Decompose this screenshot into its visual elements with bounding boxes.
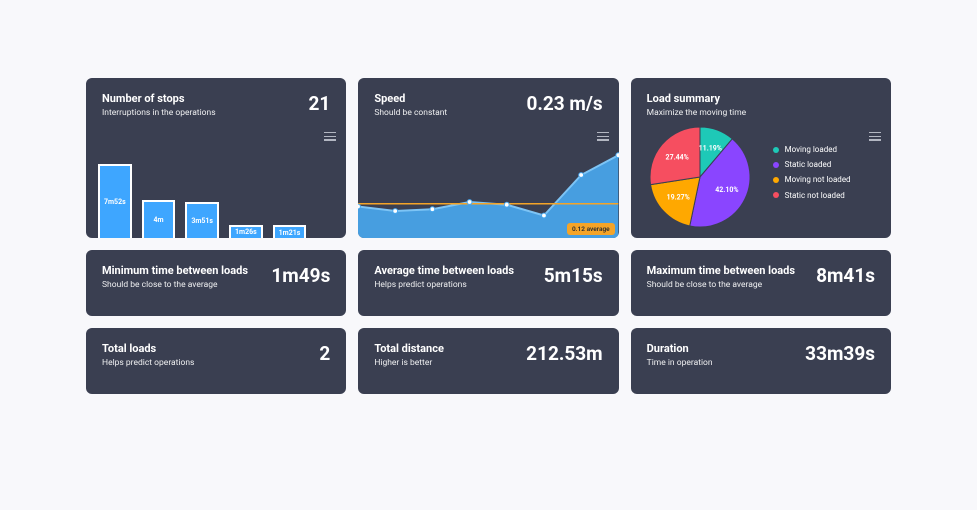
bar: 4m (142, 164, 176, 238)
card-title: Load summary (647, 92, 875, 105)
legend-dot-icon (773, 177, 779, 183)
legend-label: Static loaded (785, 157, 832, 172)
card-title: Average time between loads (374, 264, 535, 277)
legend-dot-icon (773, 162, 779, 168)
card-subtitle: Helps predict operations (374, 280, 535, 290)
card-value: 1m49s (271, 264, 330, 287)
card-titles: Number of stops Interruptions in the ope… (102, 92, 301, 118)
bar: 3m51s (185, 164, 219, 238)
average-badge: 0.12 average (567, 223, 615, 235)
card-title: Total loads (102, 342, 311, 355)
card-titles: Minimum time between loads Should be clo… (102, 264, 263, 290)
bar-label: 1m26s (229, 225, 263, 238)
bar-label: 4m (142, 200, 176, 238)
card-title: Number of stops (102, 92, 301, 105)
card-load-summary: Load summary Maximize the moving time 11… (631, 78, 891, 238)
card-value: 0.23 m/s (526, 92, 602, 115)
card-value: 33m39s (805, 342, 875, 365)
card-header: Minimum time between loads Should be clo… (102, 264, 330, 290)
card-value: 5m15s (544, 264, 603, 287)
legend-label: Moving loaded (785, 142, 837, 157)
legend-item: Moving not loaded (773, 172, 851, 187)
card-header: Duration Time in operation 33m39s (647, 342, 875, 368)
legend-dot-icon (773, 147, 779, 153)
bar-label: 1m21s (273, 225, 307, 238)
card-titles: Speed Should be constant (374, 92, 518, 118)
card-header: Maximum time between loads Should be clo… (647, 264, 875, 290)
card-header: Load summary Maximize the moving time (647, 92, 875, 118)
card-total-loads: Total loads Helps predict operations 2 (86, 328, 346, 394)
legend-label: Moving not loaded (785, 172, 851, 187)
card-avg-time-between-loads: Average time between loads Helps predict… (358, 250, 618, 316)
card-titles: Duration Time in operation (647, 342, 798, 368)
card-titles: Average time between loads Helps predict… (374, 264, 535, 290)
card-value: 2 (319, 342, 330, 365)
card-titles: Maximum time between loads Should be clo… (647, 264, 808, 290)
card-titles: Load summary Maximize the moving time (647, 92, 875, 118)
card-value: 21 (309, 92, 331, 115)
pie-legend: Moving loadedStatic loadedMoving not loa… (773, 142, 851, 203)
card-header: Total distance Higher is better 212.53m (374, 342, 602, 368)
dashboard-grid: Number of stops Interruptions in the ope… (86, 78, 891, 394)
card-title: Speed (374, 92, 518, 105)
card-title: Total distance (374, 342, 518, 355)
bar: 1m21s (273, 164, 307, 238)
card-title: Duration (647, 342, 798, 355)
card-titles: Total loads Helps predict operations (102, 342, 311, 368)
card-value: 212.53m (526, 342, 602, 365)
card-total-distance: Total distance Higher is better 212.53m (358, 328, 618, 394)
hamburger-icon[interactable] (324, 132, 336, 142)
card-subtitle: Helps predict operations (102, 358, 311, 368)
hamburger-icon[interactable] (597, 132, 609, 142)
card-subtitle: Maximize the moving time (647, 108, 875, 118)
bar-label: 3m51s (185, 202, 219, 238)
bar: 1m26s (229, 164, 263, 238)
card-subtitle: Should be close to the average (647, 280, 808, 290)
stops-bar-chart: 7m52s 4m 3m51s 1m26s 1m21s (98, 164, 306, 238)
card-subtitle: Higher is better (374, 358, 518, 368)
card-subtitle: Should be close to the average (102, 280, 263, 290)
legend-item: Static not loaded (773, 188, 851, 203)
svg-text:11.19%: 11.19% (698, 145, 721, 153)
card-title: Maximum time between loads (647, 264, 808, 277)
legend-dot-icon (773, 192, 779, 198)
speed-line-chart: 0.12 average (358, 148, 618, 238)
card-duration: Duration Time in operation 33m39s (631, 328, 891, 394)
load-pie-chart: 11.19% 42.10% 19.27% 27.44% (647, 124, 753, 230)
card-number-of-stops: Number of stops Interruptions in the ope… (86, 78, 346, 238)
card-subtitle: Time in operation (647, 358, 798, 368)
card-value: 8m41s (816, 264, 875, 287)
legend-item: Moving loaded (773, 142, 851, 157)
legend-label: Static not loaded (785, 188, 845, 203)
bar-label: 7m52s (98, 164, 132, 238)
card-header: Number of stops Interruptions in the ope… (102, 92, 330, 118)
svg-text:19.27%: 19.27% (666, 193, 689, 201)
card-subtitle: Should be constant (374, 108, 518, 118)
card-subtitle: Interruptions in the operations (102, 108, 301, 118)
svg-text:27.44%: 27.44% (665, 153, 688, 161)
card-title: Minimum time between loads (102, 264, 263, 277)
bar: 7m52s (98, 164, 132, 238)
card-max-time-between-loads: Maximum time between loads Should be clo… (631, 250, 891, 316)
hamburger-icon[interactable] (869, 132, 881, 142)
card-header: Speed Should be constant 0.23 m/s (374, 92, 602, 118)
legend-item: Static loaded (773, 157, 851, 172)
card-min-time-between-loads: Minimum time between loads Should be clo… (86, 250, 346, 316)
svg-text:42.10%: 42.10% (715, 186, 738, 194)
card-header: Total loads Helps predict operations 2 (102, 342, 330, 368)
card-titles: Total distance Higher is better (374, 342, 518, 368)
card-speed: Speed Should be constant 0.23 m/s 0.12 a… (358, 78, 618, 238)
card-header: Average time between loads Helps predict… (374, 264, 602, 290)
